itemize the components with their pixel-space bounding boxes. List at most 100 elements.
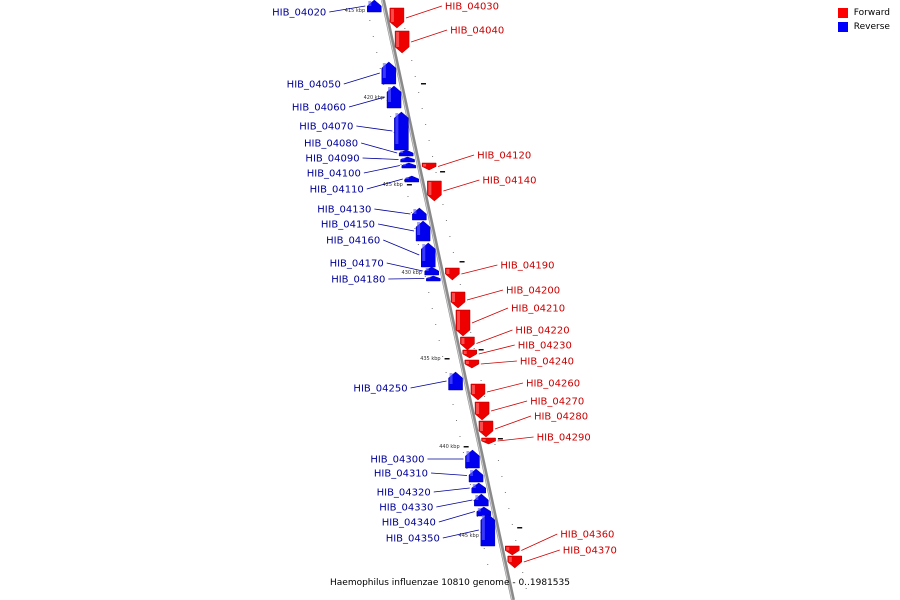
leader-line: [521, 533, 558, 551]
gene-highlight: [482, 439, 486, 441]
gene-label-hib_04220[interactable]: HIB_04220: [515, 326, 569, 337]
genome-backbone: [381, 0, 515, 600]
leader-line: [480, 360, 517, 365]
gene-label-hib_04110[interactable]: HIB_04110: [310, 185, 364, 196]
tick-label: 430 kbp: [402, 270, 422, 276]
leader-line: [437, 154, 475, 167]
leader-line: [523, 549, 560, 563]
gene-highlight: [466, 451, 470, 462]
tick-mark: [420, 83, 426, 85]
gene-label-hib_04140[interactable]: HIB_04140: [482, 176, 536, 187]
leader-line: [343, 72, 380, 85]
leader-line: [466, 289, 504, 301]
leader-line: [405, 5, 443, 19]
leader-line: [386, 262, 423, 272]
gene-highlight: [477, 508, 481, 512]
gene-highlight: [413, 209, 417, 214]
gene-label-hib_04370[interactable]: HIB_04370: [563, 546, 617, 557]
gene-highlight: [471, 385, 475, 394]
leader-line: [377, 223, 415, 232]
tick-label: 440 kbp: [439, 444, 459, 450]
leader-line: [442, 529, 479, 539]
gene-highlight: [472, 484, 476, 488]
legend: Forward Reverse: [837, 8, 890, 36]
leader-line: [443, 179, 480, 192]
gene-label-hib_04240[interactable]: HIB_04240: [520, 357, 574, 368]
gene-label-hib_04130[interactable]: HIB_04130: [317, 205, 371, 216]
gene-label-hib_04020[interactable]: HIB_04020: [272, 8, 326, 19]
leader-line: [476, 329, 513, 344]
gene-highlight: [452, 293, 456, 302]
gene-label-hib_04230[interactable]: HIB_04230: [518, 341, 572, 352]
gene-highlight: [456, 311, 460, 330]
leader-line: [361, 142, 398, 154]
gene-label-hib_04360[interactable]: HIB_04360: [560, 530, 614, 541]
gene-label-hib_04340[interactable]: HIB_04340: [382, 518, 436, 529]
gene-highlight: [506, 547, 510, 551]
tick-mark: [463, 446, 469, 448]
leader-line: [461, 264, 498, 275]
gene-label-hib_04320[interactable]: HIB_04320: [377, 488, 431, 499]
gene-label-hib_04030[interactable]: HIB_04030: [445, 2, 499, 13]
gene-highlight: [508, 557, 512, 562]
gene-label-hib_04170[interactable]: HIB_04170: [330, 259, 384, 270]
leader-line: [388, 278, 425, 280]
gene-label-hib_04120[interactable]: HIB_04120: [477, 151, 531, 162]
label-leader-lines: [329, 5, 560, 563]
gene-label-hib_04260[interactable]: HIB_04260: [526, 379, 580, 390]
leader-line: [471, 307, 509, 324]
gene-highlight: [479, 422, 483, 431]
gene-label-hib_04330[interactable]: HIB_04330: [379, 503, 433, 514]
gene-label-hib_04150[interactable]: HIB_04150: [321, 220, 375, 231]
gene-label-hib_04290[interactable]: HIB_04290: [537, 433, 591, 444]
gene-label-hib_04060[interactable]: HIB_04060: [292, 103, 346, 114]
gene-highlight: [405, 177, 409, 179]
leader-line: [410, 380, 447, 389]
leader-line: [494, 415, 532, 430]
gene-label-hib_04210[interactable]: HIB_04210: [511, 304, 565, 315]
legend-item-forward: Forward: [837, 8, 890, 18]
gene-highlight: [461, 338, 465, 344]
gene-label-hib_04280[interactable]: HIB_04280: [534, 412, 588, 423]
gene-highlight: [368, 1, 372, 6]
tick-mark: [406, 184, 412, 186]
legend-item-reverse: Reverse: [837, 22, 890, 32]
gene-label-hib_04040[interactable]: HIB_04040: [450, 26, 504, 37]
gene-label-hib_04190[interactable]: HIB_04190: [500, 261, 554, 272]
gene-highlight: [382, 63, 386, 78]
tick-mark: [444, 358, 450, 360]
tick-label: 435 kbp: [420, 356, 440, 362]
gene-highlight: [417, 222, 421, 235]
leader-line: [366, 178, 403, 190]
leader-line: [478, 344, 515, 355]
gene-label-hib_04070[interactable]: HIB_04070: [299, 122, 353, 133]
gene-label-hib_04160[interactable]: HIB_04160: [326, 236, 380, 247]
gene-highlight: [396, 32, 400, 47]
gene-label-hib_04080[interactable]: HIB_04080: [304, 139, 358, 150]
gene-label-hib_04270[interactable]: HIB_04270: [530, 397, 584, 408]
gene-highlight: [428, 182, 432, 195]
gene-highlight: [476, 403, 480, 414]
gene-label-hib_04180[interactable]: HIB_04180: [331, 275, 385, 286]
reverse-swatch: [837, 22, 848, 32]
gene-label-hib_04100[interactable]: HIB_04100: [307, 169, 361, 180]
genome-caption: Haemophilus influenzae 10810 genome - 0.…: [330, 578, 570, 588]
gene-highlight: [465, 361, 469, 364]
gene-label-hib_04300[interactable]: HIB_04300: [370, 455, 424, 466]
leader-line: [410, 29, 448, 43]
gene-highlight: [422, 244, 426, 261]
gene-highlight: [446, 269, 450, 274]
gene-label-hib_04200[interactable]: HIB_04200: [506, 286, 560, 297]
leader-line: [356, 125, 393, 132]
gene-highlight: [425, 268, 429, 271]
gene-label-hib_04250[interactable]: HIB_04250: [353, 384, 407, 395]
gene-label-hib_04050[interactable]: HIB_04050: [287, 80, 341, 91]
gene-label-hib_04090[interactable]: HIB_04090: [305, 154, 359, 165]
leader-line: [436, 499, 473, 508]
gene-label-hib_04310[interactable]: HIB_04310: [374, 469, 428, 480]
gene-highlight: [388, 87, 392, 102]
leader-line: [486, 382, 524, 393]
gene-label-hib_04350[interactable]: HIB_04350: [386, 534, 440, 545]
leader-line: [374, 208, 411, 215]
